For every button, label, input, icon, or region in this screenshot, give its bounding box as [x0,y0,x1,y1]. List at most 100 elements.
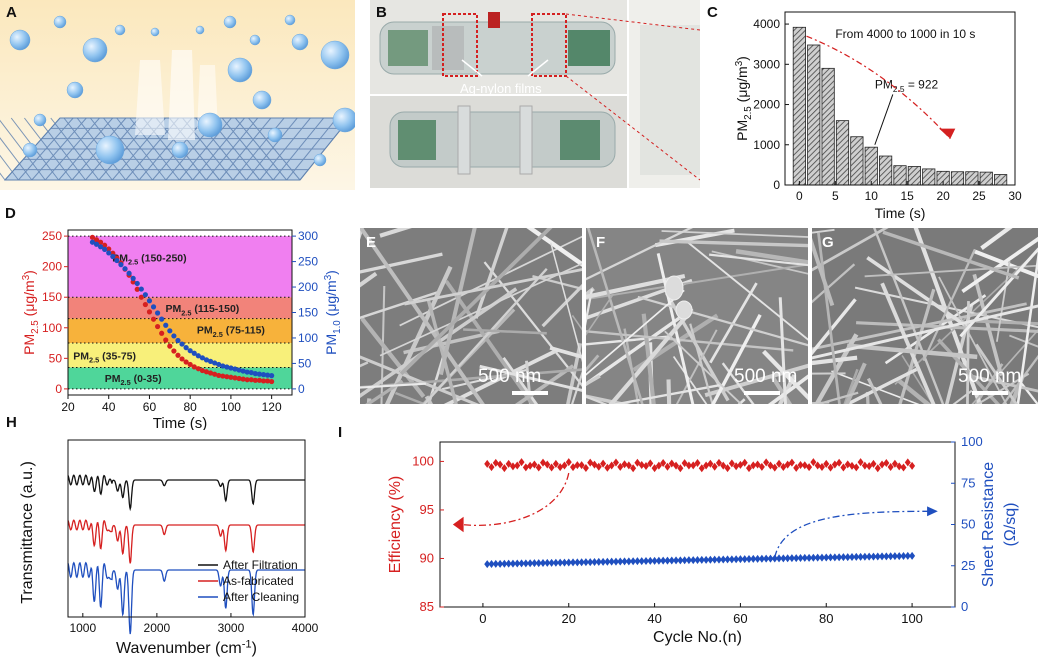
particle-bubble [171,141,189,159]
particle-bubble [332,107,358,133]
y2-tick-label: 250 [298,255,318,269]
data-point [216,372,222,379]
efficiency-marker [668,459,675,468]
device-photo: Ag-nylon films [370,0,701,188]
resistance-marker [638,557,645,566]
resistance-marker [728,555,735,564]
resistance-marker [548,558,555,567]
resistance-marker [600,557,607,566]
nanofiber [812,304,1038,360]
nanofiber [959,247,1038,338]
efficiency-marker [685,461,692,470]
particle-bubble [114,24,126,36]
resistance-marker [715,555,722,564]
data-point [175,352,181,358]
x-tick-label: 20 [936,189,950,203]
resistance-marker [698,555,705,564]
nanofiber [360,361,369,368]
data-point [93,237,100,243]
resistance-marker [831,553,838,562]
efficiency-marker [557,463,564,472]
panel-b: Ag-nylon films B [370,0,701,188]
efficiency-marker [758,462,765,471]
particle-bubble [9,29,31,51]
panel-label-i: I [338,424,343,441]
particle-bubble [22,142,38,158]
x-tick-label: 25 [972,189,986,203]
efficiency-marker [715,458,722,467]
efficiency-marker [570,463,577,472]
panel-label-d: D [5,205,16,222]
efficiency-marker [540,458,546,467]
efficiency-marker [522,463,529,472]
data-point [264,378,271,384]
data-point [195,366,201,372]
resistance-marker [767,554,774,563]
data-point [244,377,250,383]
efficiency-marker [595,462,602,471]
efficiency-marker [900,463,907,472]
y-tick-label: 200 [42,260,62,274]
x-tick-label: 20 [61,400,75,414]
efficiency-marker [698,464,705,473]
nanofiber [762,349,808,401]
data-point [163,337,169,343]
y-tick-label: 50 [49,351,63,365]
nanofiber [922,248,976,362]
data-point [118,262,124,268]
resistance-marker [522,559,529,568]
data-point [252,371,258,377]
efficiency-marker [814,461,821,470]
efficiency-marker [904,458,911,467]
nanofiber [550,242,582,363]
trend-arrow [806,35,951,140]
particle-bubble [320,40,350,70]
efficiency-marker [776,459,783,468]
efficiency-marker [720,461,727,470]
nanofiber [380,285,386,404]
efficiency-marker [497,460,504,469]
data-point [228,374,234,380]
bar [864,146,878,186]
x-tick-label: 80 [819,611,833,626]
x-tick-label: 4000 [292,621,319,635]
line-chart-i: 0 20 40 60 80 100 85 90 95 100 0 25 50 75 100 Cycle No.… [387,434,1019,646]
resistance-marker [776,554,783,563]
resistance-marker [690,556,697,565]
resistance-marker [720,555,727,564]
data-point [167,328,173,334]
nanofiber [586,273,686,300]
annotation-pm: PM2.5 = 922 [875,77,939,94]
efficiency-marker [707,459,714,468]
efficiency-marker [806,463,813,472]
resistance-marker [655,556,662,565]
resistance-marker [591,558,598,567]
data-point [167,343,173,349]
resistance-marker [694,556,701,565]
ag-nylon-label: Ag-nylon films [460,81,542,96]
resistance-marker [544,558,551,567]
data-point [114,257,120,264]
nanofiber [735,249,808,265]
nanofiber [664,330,743,404]
data-point [216,361,222,368]
efficiency-marker [514,461,521,470]
line-chart-h: 1000 2000 3000 4000 Wavenumber (cm-1) Transmi… [19,439,319,657]
data-point [159,330,165,336]
y-tick-label: 4000 [753,17,780,31]
data-point [142,292,148,298]
data-point [150,316,157,322]
y-axis-label: PM2.5 (μg/m3) [21,270,41,355]
panel-label-a: A [6,4,17,21]
resistance-marker [531,559,538,568]
data-point [130,279,136,285]
efficiency-marker [896,462,903,471]
resistance-marker [874,552,881,561]
efficiency-marker [724,464,731,473]
data-point [183,345,189,351]
y-tick-label: 150 [42,290,62,304]
data-point [199,355,205,361]
efficiency-marker [643,462,649,471]
particle-bubble [284,14,296,26]
y-tick-label: 95 [420,502,434,517]
